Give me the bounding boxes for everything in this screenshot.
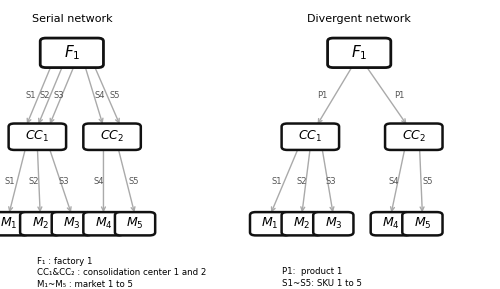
- Text: Serial network: Serial network: [32, 14, 112, 24]
- FancyBboxPatch shape: [115, 212, 155, 236]
- Text: S1: S1: [26, 91, 36, 100]
- Text: $M_1$: $M_1$: [0, 216, 18, 231]
- Text: $M_3$: $M_3$: [324, 216, 342, 231]
- Text: $M_5$: $M_5$: [126, 216, 144, 231]
- Text: S3: S3: [53, 91, 64, 100]
- FancyBboxPatch shape: [282, 212, 322, 236]
- Text: P1:  product 1: P1: product 1: [282, 267, 342, 276]
- Text: $M_3$: $M_3$: [63, 216, 80, 231]
- Text: $M_4$: $M_4$: [382, 216, 400, 231]
- Text: $M_4$: $M_4$: [94, 216, 112, 231]
- Text: S4: S4: [388, 177, 398, 186]
- FancyBboxPatch shape: [40, 38, 104, 68]
- Text: $CC_2$: $CC_2$: [402, 129, 426, 144]
- Text: S1~S5: SKU 1 to 5: S1~S5: SKU 1 to 5: [282, 279, 362, 288]
- Text: S1: S1: [4, 177, 15, 186]
- Text: S2: S2: [40, 91, 50, 100]
- FancyBboxPatch shape: [52, 212, 92, 236]
- FancyBboxPatch shape: [313, 212, 354, 236]
- Text: $CC_1$: $CC_1$: [26, 129, 50, 144]
- Text: S4: S4: [94, 177, 104, 186]
- FancyBboxPatch shape: [0, 212, 28, 236]
- Text: Divergent network: Divergent network: [308, 14, 411, 24]
- Text: S5: S5: [422, 177, 433, 186]
- FancyBboxPatch shape: [370, 212, 411, 236]
- Text: M₁~M₅ : market 1 to 5: M₁~M₅ : market 1 to 5: [38, 280, 134, 289]
- Text: $M_2$: $M_2$: [293, 216, 310, 231]
- Text: $CC_1$: $CC_1$: [298, 129, 322, 144]
- Text: S3: S3: [58, 177, 69, 186]
- FancyBboxPatch shape: [20, 212, 60, 236]
- FancyBboxPatch shape: [8, 123, 66, 150]
- Text: S5: S5: [110, 91, 120, 100]
- FancyBboxPatch shape: [84, 123, 141, 150]
- FancyBboxPatch shape: [250, 212, 290, 236]
- Text: S2: S2: [296, 177, 306, 186]
- FancyBboxPatch shape: [328, 38, 391, 68]
- Text: S5: S5: [128, 177, 138, 186]
- FancyBboxPatch shape: [282, 123, 339, 150]
- Text: CC₁&CC₂ : consolidation center 1 and 2: CC₁&CC₂ : consolidation center 1 and 2: [38, 268, 206, 277]
- Text: S2: S2: [29, 177, 40, 186]
- Text: $F_1$: $F_1$: [64, 43, 80, 62]
- Text: $M_2$: $M_2$: [32, 216, 49, 231]
- Text: $M_1$: $M_1$: [262, 216, 279, 231]
- Text: $M_5$: $M_5$: [414, 216, 431, 231]
- Text: S3: S3: [326, 177, 336, 186]
- Text: $CC_2$: $CC_2$: [100, 129, 124, 144]
- FancyBboxPatch shape: [385, 123, 442, 150]
- FancyBboxPatch shape: [402, 212, 442, 236]
- Text: F₁ : factory 1: F₁ : factory 1: [38, 257, 93, 266]
- Text: P1: P1: [394, 91, 404, 100]
- Text: P1: P1: [317, 91, 328, 100]
- Text: $F_1$: $F_1$: [351, 43, 368, 62]
- Text: S4: S4: [94, 91, 105, 100]
- FancyBboxPatch shape: [84, 212, 124, 236]
- Text: S1: S1: [271, 177, 281, 186]
